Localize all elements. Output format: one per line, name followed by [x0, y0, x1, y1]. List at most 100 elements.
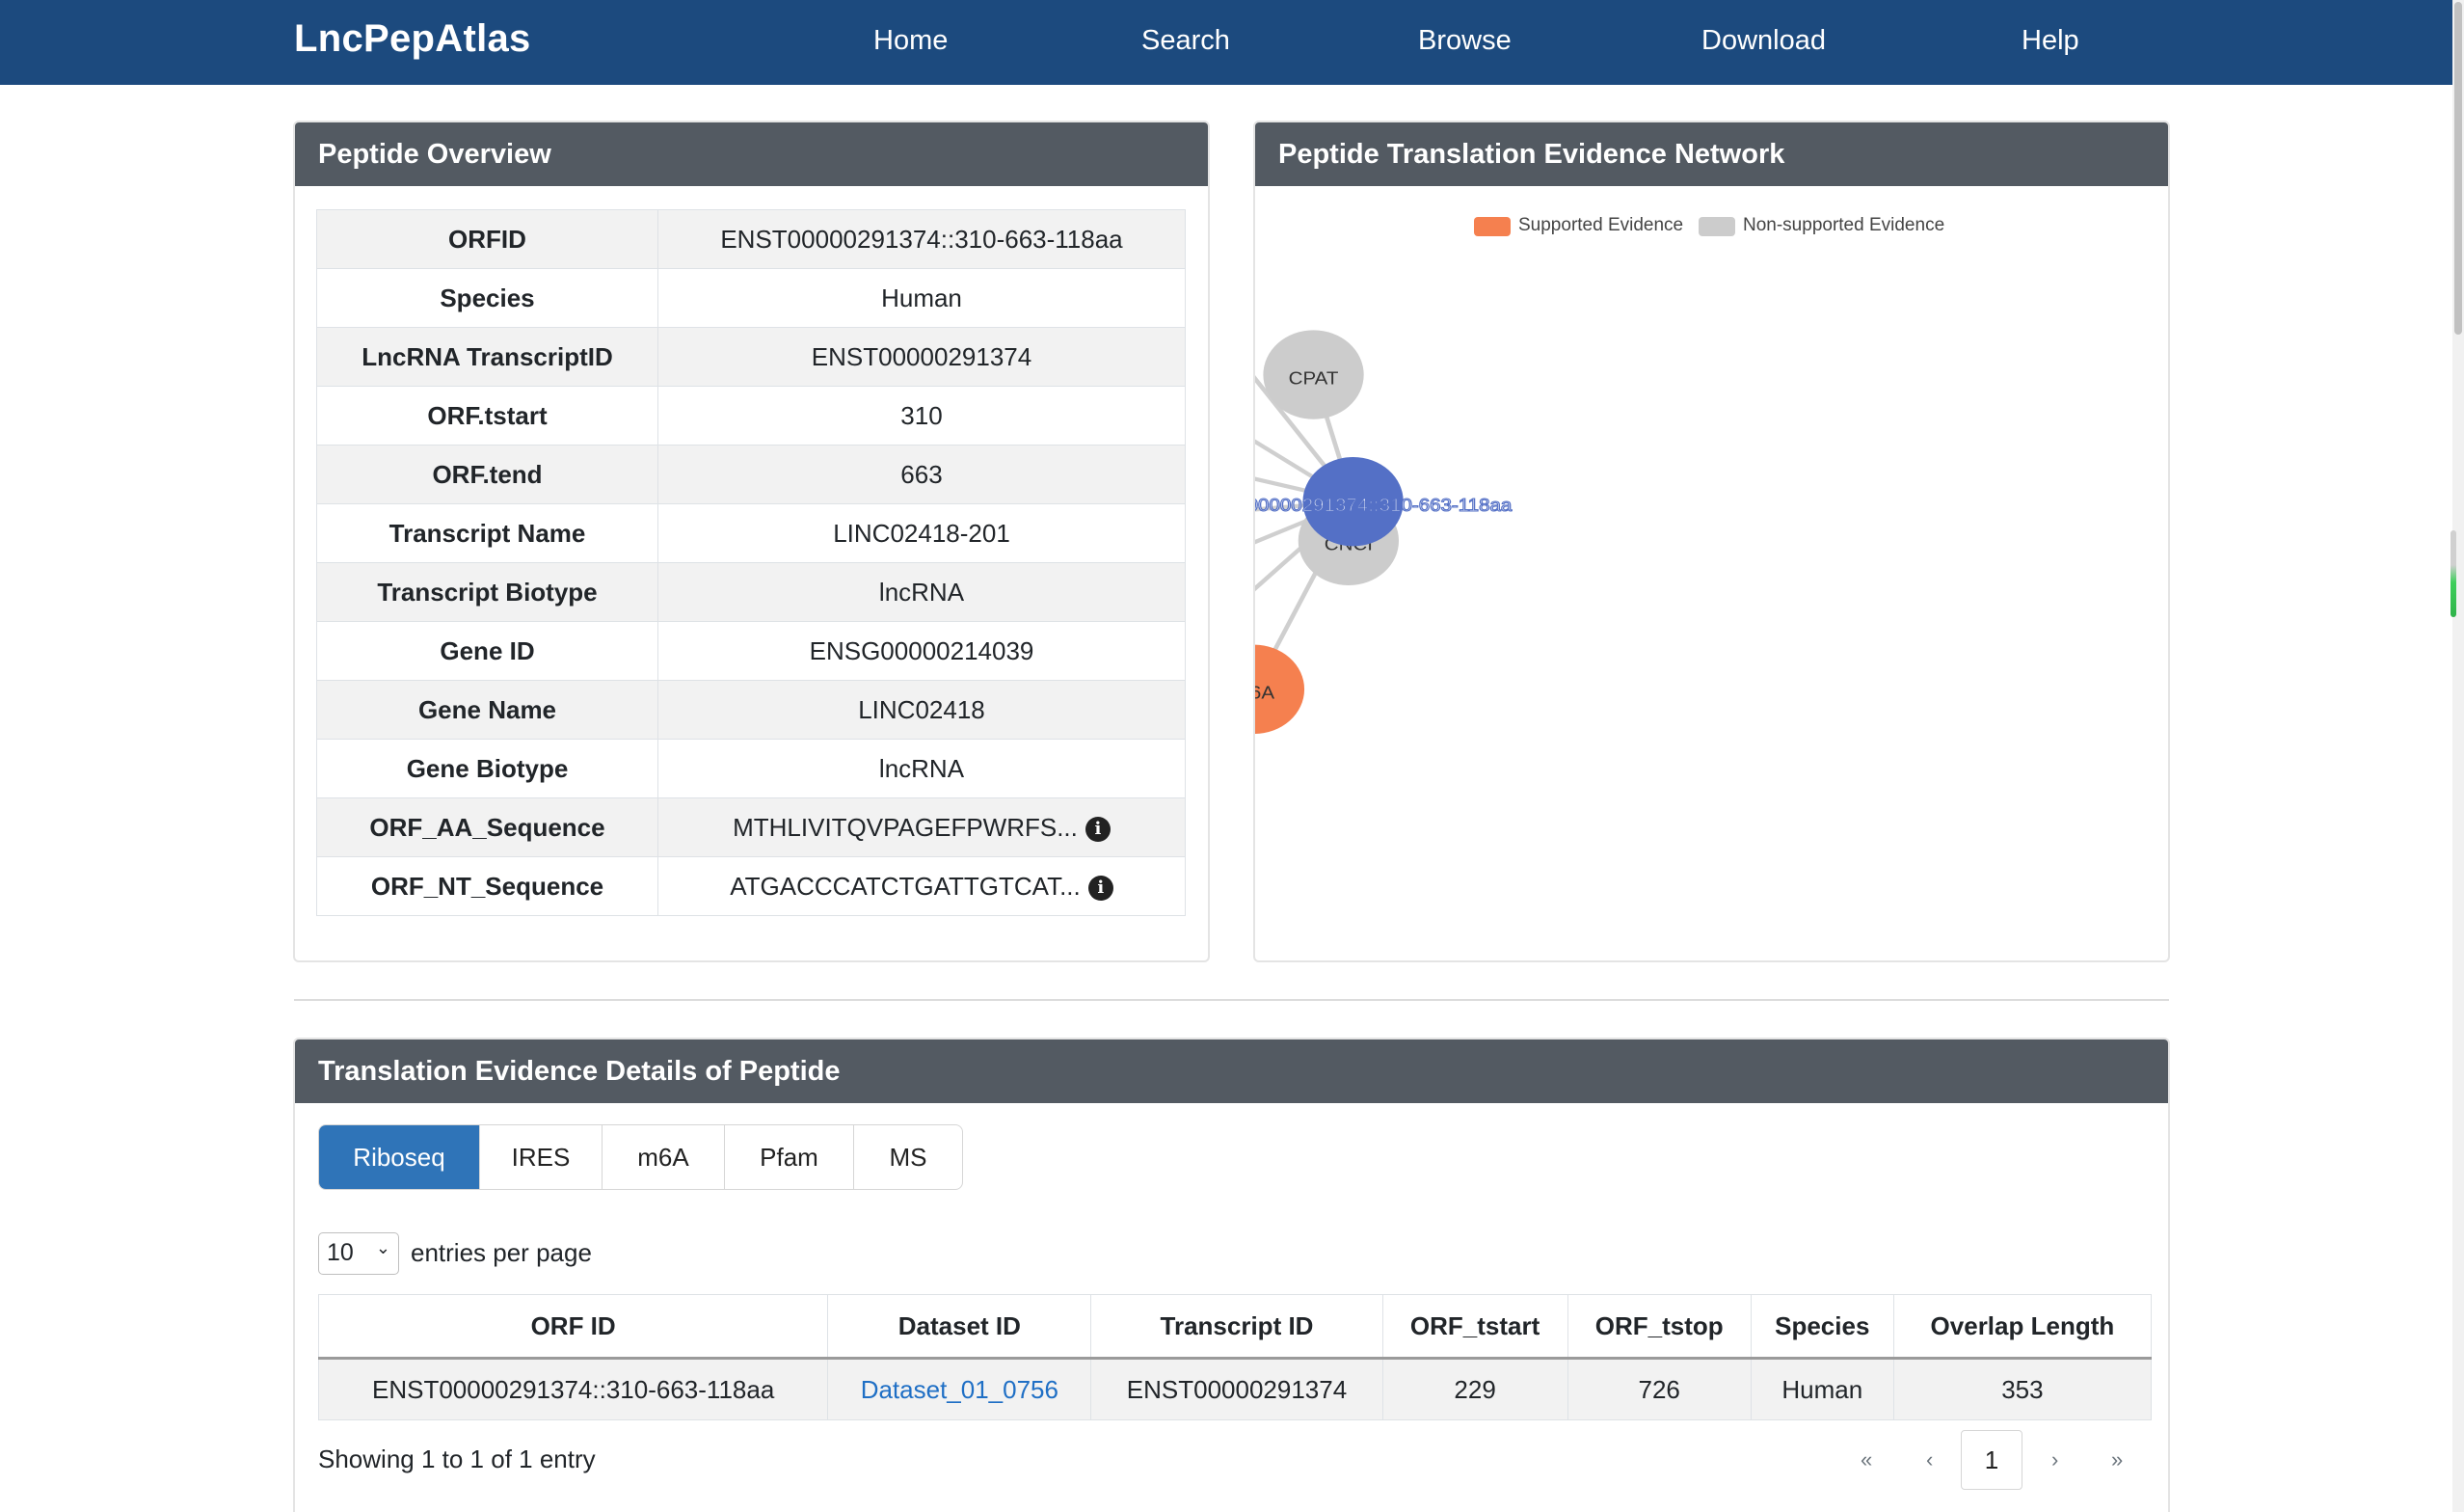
- legend-supported-label[interactable]: Supported Evidence: [1518, 215, 1684, 235]
- overview-key: Transcript Biotype: [316, 562, 658, 622]
- network-center-node[interactable]: [1302, 457, 1404, 547]
- page-scrollbar[interactable]: [2452, 0, 2464, 1512]
- cell-orf-id: ENST00000291374::310-663-118aa: [317, 1358, 829, 1420]
- legend-supported-swatch[interactable]: [1474, 217, 1511, 236]
- legend-nonsupported-label[interactable]: Non-supported Evidence: [1743, 215, 1945, 235]
- col-overlap-length[interactable]: Overlap Length: [1892, 1294, 2153, 1360]
- overview-value-text: 310: [900, 400, 943, 430]
- overview-row: ORF.tstart 310: [316, 386, 1186, 446]
- pager-current-page[interactable]: 1: [1961, 1430, 2022, 1490]
- overview-key: ORF.tstart: [316, 386, 658, 446]
- overview-key: ORFID: [316, 209, 658, 269]
- cell-transcript-id: ENST00000291374: [1090, 1358, 1383, 1420]
- page-size-select[interactable]: 10 ⌄: [318, 1232, 399, 1275]
- nav-home[interactable]: Home: [873, 25, 949, 56]
- network-node-m6a[interactable]: [1255, 644, 1305, 734]
- network-panel: Supported Evidence Non-supported Evidenc…: [1255, 186, 2170, 962]
- overview-value-text: ENSG00000214039: [809, 635, 1034, 665]
- overview-value: LINC02418: [657, 680, 1186, 740]
- overview-key: Species: [316, 268, 658, 328]
- pager-first-button[interactable]: «: [1861, 1447, 1873, 1472]
- nav-help[interactable]: Help: [2022, 25, 2079, 56]
- pager-next-button[interactable]: ›: [2051, 1447, 2059, 1472]
- scrollbar-thumb[interactable]: [2454, 2, 2462, 335]
- tab-m6a[interactable]: m6A: [603, 1125, 725, 1189]
- pager-prev-button[interactable]: ‹: [1926, 1447, 1934, 1472]
- overview-row: Gene ID ENSG00000214039: [316, 621, 1186, 681]
- col-dataset-id[interactable]: Dataset ID: [827, 1294, 1092, 1360]
- overview-row: Gene Biotype lncRNA: [316, 739, 1186, 798]
- col-orf-id[interactable]: ORF ID: [317, 1294, 829, 1360]
- site-logo[interactable]: LncPepAtlas: [294, 17, 531, 60]
- overview-value: LINC02418-201: [657, 503, 1186, 563]
- entries-per-page-label: entries per page: [411, 1238, 592, 1267]
- col-orf-tstop[interactable]: ORF_tstop: [1567, 1294, 1752, 1360]
- overview-value: lncRNA: [657, 562, 1186, 622]
- cell-orf-tstart: 229: [1381, 1358, 1568, 1420]
- overview-table: ORFID ENST00000291374::310-663-118aa Speci…: [316, 209, 1186, 916]
- overview-value-text: lncRNA: [878, 753, 965, 783]
- info-icon[interactable]: i: [1087, 875, 1113, 901]
- overview-value: lncRNA: [657, 739, 1186, 798]
- overview-row: Transcript Biotype lncRNA: [316, 562, 1186, 622]
- tab-ms[interactable]: MS: [889, 1143, 927, 1172]
- overview-row: ORF_NT_Sequence ATGACCCATCTGATTGTCAT... i: [316, 856, 1186, 916]
- evidence-details-title: Translation Evidence Details of Peptide: [295, 1040, 2168, 1103]
- legend-nonsupported-swatch[interactable]: [1699, 217, 1735, 236]
- cell-dataset-id: Dataset_01_0756: [827, 1358, 1092, 1420]
- col-transcript-id[interactable]: Transcript ID: [1090, 1294, 1383, 1360]
- table-row: ENST00000291374::310-663-118aa Dataset_0…: [317, 1358, 2153, 1420]
- overview-row: ORF_AA_Sequence MTHLIVITQVPAGEFPWRFS... i: [316, 797, 1186, 857]
- tab-riboseq[interactable]: Riboseq: [319, 1125, 480, 1189]
- overview-value: ENSG00000214039: [657, 621, 1186, 681]
- overview-value-text: MTHLIVITQVPAGEFPWRFS...: [733, 812, 1078, 842]
- col-species[interactable]: Species: [1750, 1294, 1894, 1360]
- dataset-link[interactable]: Dataset_01_0756: [860, 1374, 1058, 1404]
- evidence-data-table: ORF ID Dataset ID Transcript ID ORF_tsta…: [317, 1294, 2153, 1420]
- nav-browse[interactable]: Browse: [1418, 25, 1512, 56]
- tab-pfam[interactable]: Pfam: [725, 1125, 854, 1189]
- overview-row: LncRNA TranscriptID ENST00000291374: [316, 327, 1186, 387]
- cell-species: Human: [1750, 1358, 1894, 1420]
- peptide-overview-card: Peptide Overview ORFID ENST00000291374::3…: [293, 121, 1210, 962]
- section-divider: [294, 999, 2169, 1001]
- overview-row: ORFID ENST00000291374::310-663-118aa: [316, 209, 1186, 269]
- overview-value: ATGACCCATCTGATTGTCAT... i: [657, 856, 1186, 916]
- page-size-value: 10: [327, 1239, 354, 1266]
- evidence-network-title: Peptide Translation Evidence Network: [1255, 122, 2168, 186]
- network-center-label: ENST00000291374::310-663-118aa: [1255, 496, 1513, 516]
- overview-key: ORF_AA_Sequence: [316, 797, 658, 857]
- network-node-label: m6A: [1255, 684, 1274, 704]
- col-orf-tstart[interactable]: ORF_tstart: [1381, 1294, 1568, 1360]
- overview-key: Gene Biotype: [316, 739, 658, 798]
- overview-key: LncRNA TranscriptID: [316, 327, 658, 387]
- nav-download[interactable]: Download: [1701, 25, 1826, 56]
- overview-row: Gene Name LINC02418: [316, 680, 1186, 740]
- tab-ires[interactable]: IRES: [480, 1125, 603, 1189]
- overview-value-text: LINC02418: [858, 694, 985, 724]
- overview-value: MTHLIVITQVPAGEFPWRFS... i: [657, 797, 1186, 857]
- network-edge: [1255, 476, 1354, 504]
- overview-value: ENST00000291374::310-663-118aa: [657, 209, 1186, 269]
- overview-key: Transcript Name: [316, 503, 658, 563]
- overview-value-text: LINC02418-201: [833, 518, 1010, 548]
- evidence-network-graph[interactable]: MSRiboPfamCPATCPC2CNCIMCm6AIRESENST00000…: [1255, 186, 2170, 962]
- overview-value: Human: [657, 268, 1186, 328]
- evidence-network-card: Peptide Translation Evidence Network Sup…: [1253, 121, 2170, 962]
- overview-value-text: 663: [900, 459, 943, 489]
- peptide-overview-title: Peptide Overview: [295, 122, 1208, 186]
- network-node-cpat[interactable]: [1263, 330, 1364, 419]
- pager-last-button[interactable]: »: [2111, 1447, 2124, 1472]
- evidence-tabs: Riboseq IRES m6A Pfam MS: [318, 1124, 963, 1190]
- overview-value: ENST00000291374: [657, 327, 1186, 387]
- chevron-down-icon: ⌄: [375, 1238, 390, 1257]
- network-edge: [1255, 500, 1354, 545]
- overview-row: Species Human: [316, 268, 1186, 328]
- evidence-details-card: Translation Evidence Details of Peptide …: [293, 1038, 2170, 1512]
- top-navbar: LncPepAtlas Home Search Browse Download …: [0, 0, 2464, 85]
- info-icon[interactable]: i: [1085, 816, 1111, 842]
- overview-value-text: ATGACCCATCTGATTGTCAT...: [730, 871, 1081, 901]
- overview-value: 663: [657, 445, 1186, 504]
- network-edge: [1255, 500, 1353, 512]
- nav-search[interactable]: Search: [1141, 25, 1230, 56]
